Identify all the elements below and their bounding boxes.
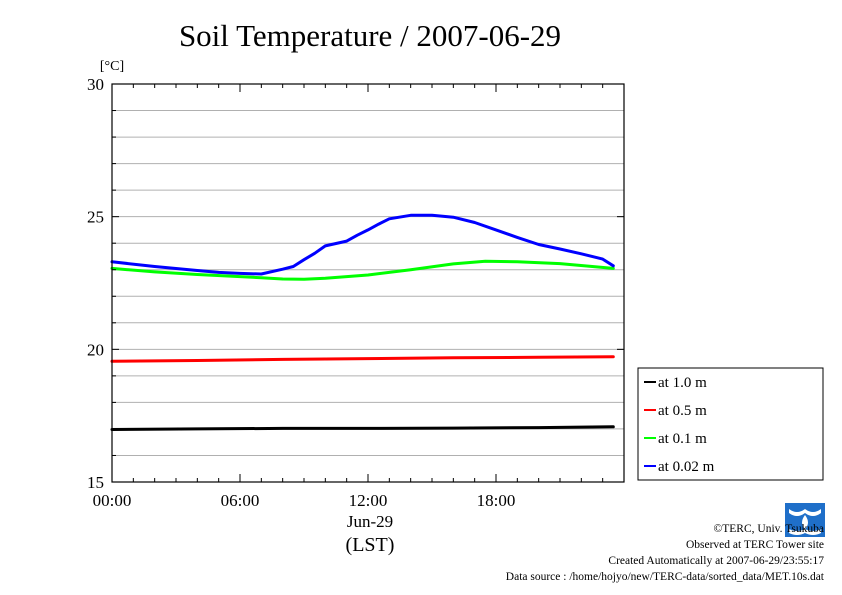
- series-line: [110, 213, 615, 276]
- created-text: Created Automatically at 2007-06-29/23:5…: [608, 555, 824, 567]
- x-tick-label: 00:00: [93, 491, 132, 510]
- x-axis-label: (LST): [346, 534, 395, 556]
- series-line: [110, 259, 615, 281]
- legend-label: at 0.1 m: [658, 431, 707, 447]
- y-tick-label: 25: [87, 208, 104, 227]
- copyright-text: ©TERC, Univ. Tsukuba: [713, 523, 824, 535]
- legend-label: at 0.5 m: [658, 403, 707, 419]
- x-tick-label: 06:00: [221, 491, 260, 510]
- x-axis-date-label: Jun-29: [347, 512, 393, 531]
- series-lines: [110, 213, 615, 431]
- plot-frame: [111, 83, 625, 483]
- legend-label: at 1.0 m: [658, 375, 707, 391]
- grid-lines: [112, 110, 624, 456]
- series-line: [110, 425, 615, 431]
- source-text: Data source : /home/hojyo/new/TERC-data/…: [505, 571, 824, 583]
- x-tick-label: 18:00: [477, 491, 516, 510]
- legend-box: [637, 367, 824, 481]
- x-axis-ticks: 00:00 06:00 12:00 18:00: [93, 84, 604, 510]
- y-tick-label: 15: [87, 473, 104, 492]
- y-tick-label: 20: [87, 340, 104, 359]
- y-axis-ticks: 30 25 20 15: [87, 75, 624, 492]
- legend-label: at 0.02 m: [658, 459, 715, 475]
- chart-title: Soil Temperature / 2007-06-29: [179, 18, 561, 53]
- x-tick-label: 12:00: [349, 491, 388, 510]
- y-axis-unit: [°C]: [100, 59, 124, 74]
- y-tick-label: 30: [87, 75, 104, 94]
- site-text: Observed at TERC Tower site: [685, 539, 824, 551]
- terc-logo-icon: [785, 503, 825, 537]
- legend: at 1.0 m at 0.5 m at 0.1 m at 0.02 m: [637, 367, 824, 481]
- series-line: [110, 355, 615, 363]
- footer: ©TERC, Univ. Tsukuba Observed at TERC To…: [506, 521, 824, 585]
